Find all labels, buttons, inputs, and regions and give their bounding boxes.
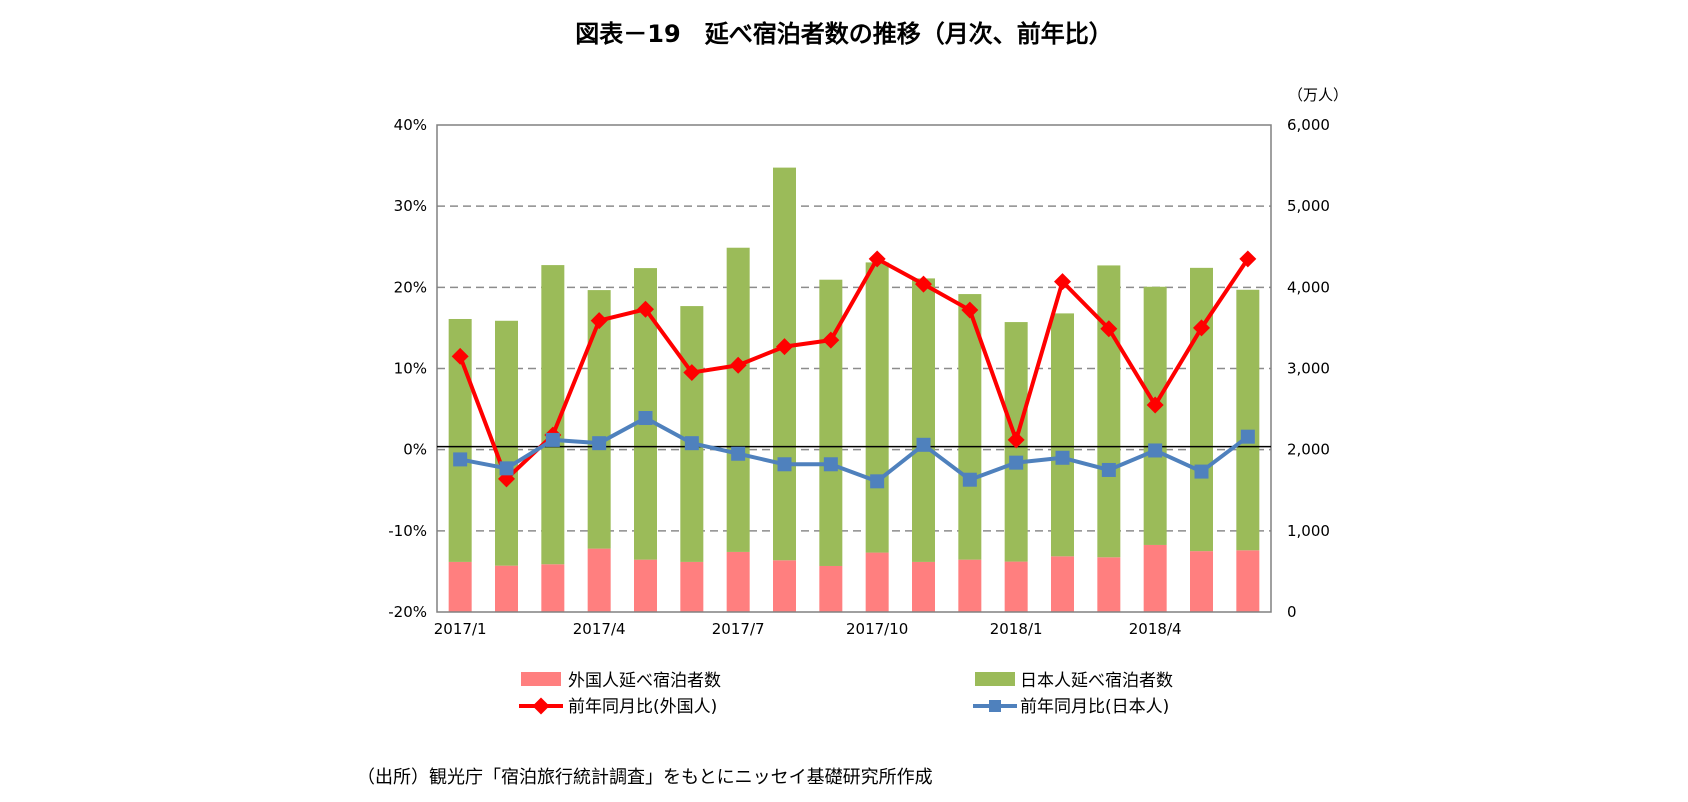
legend-square-marker	[989, 700, 1001, 712]
bar-foreign-guests	[1097, 557, 1121, 612]
marker-japanese-yoy	[731, 446, 746, 461]
right-axis-unit: （万人）	[1288, 86, 1348, 104]
bar-japanese-guests	[587, 290, 611, 549]
bar-foreign-guests	[448, 561, 472, 612]
bar-foreign-guests	[680, 561, 704, 612]
x-axis-tick-label: 2017/7	[712, 620, 765, 638]
marker-foreign-yoy	[915, 275, 932, 293]
left-axis-tick-label: 20%	[394, 278, 427, 296]
bar-foreign-guests	[1004, 561, 1028, 612]
marker-japanese-yoy	[499, 461, 514, 476]
marker-japanese-yoy	[638, 411, 653, 426]
x-axis-tick-label: 2017/10	[846, 620, 908, 638]
bar-japanese-guests	[1143, 286, 1167, 545]
bar-japanese-guests	[495, 320, 518, 566]
bar-foreign-guests	[587, 548, 611, 612]
legend-swatch-japanese-guests	[975, 672, 1015, 686]
marker-japanese-yoy	[592, 436, 607, 451]
bar-foreign-guests	[495, 565, 518, 612]
right-axis-tick-label: 6,000	[1287, 116, 1330, 134]
left-axis-tick-label: 0%	[403, 441, 427, 459]
marker-foreign-yoy	[683, 364, 701, 382]
bar-foreign-guests	[912, 561, 935, 612]
bar-foreign-guests	[1236, 550, 1260, 612]
right-axis-tick-label: 4,000	[1287, 278, 1330, 296]
x-axis-tick-label: 2017/1	[434, 620, 487, 638]
legend-swatch-foreign-guests	[521, 672, 561, 686]
plot-frame	[436, 124, 1272, 613]
marker-japanese-yoy	[1148, 443, 1163, 458]
marker-foreign-yoy	[637, 300, 654, 318]
bar-foreign-guests	[819, 565, 843, 612]
bar-japanese-guests	[1236, 289, 1260, 551]
bar-foreign-guests	[958, 559, 982, 612]
x-axis-tick-label: 2017/4	[573, 620, 626, 638]
marker-foreign-yoy	[961, 301, 979, 319]
bar-japanese-guests	[1051, 313, 1074, 557]
bar-japanese-guests	[541, 265, 565, 565]
marker-japanese-yoy	[870, 474, 885, 489]
marker-foreign-yoy	[451, 347, 469, 365]
marker-japanese-yoy	[823, 457, 838, 472]
marker-japanese-yoy	[1009, 455, 1024, 470]
right-axis-tick-label: 3,000	[1287, 360, 1330, 378]
marker-japanese-yoy	[962, 472, 977, 487]
bar-japanese-guests	[1190, 267, 1213, 552]
marker-japanese-yoy	[1055, 450, 1070, 465]
bar-japanese-guests	[726, 247, 750, 552]
bar-foreign-guests	[1143, 544, 1167, 612]
legend-label-foreign-guests: 外国人延べ宿泊者数	[568, 671, 721, 691]
right-axis-tick-label: 5,000	[1287, 197, 1330, 215]
left-axis-tick-label: 30%	[394, 197, 427, 215]
marker-japanese-yoy	[684, 436, 699, 451]
bar-foreign-guests	[1051, 556, 1074, 612]
marker-foreign-yoy	[590, 312, 608, 330]
line-japanese-yoy	[459, 416, 1250, 484]
line-foreign-yoy	[458, 256, 1250, 481]
left-axis-tick-label: -10%	[388, 522, 427, 540]
legend-label-japanese-guests: 日本人延べ宿泊者数	[1020, 671, 1173, 691]
marker-japanese-yoy	[453, 452, 468, 467]
marker-japanese-yoy	[777, 457, 792, 472]
bar-foreign-guests	[865, 552, 889, 612]
bar-japanese-guests	[448, 318, 472, 562]
marker-foreign-yoy	[868, 250, 886, 268]
bar-japanese-guests	[1097, 265, 1121, 558]
x-axis-tick-label: 2018/1	[990, 620, 1043, 638]
bar-japanese-guests	[958, 294, 982, 560]
right-axis-tick-label: 2,000	[1287, 441, 1330, 459]
legend-label-japanese-yoy: 前年同月比(日本人)	[1020, 697, 1169, 717]
bar-foreign-guests	[773, 560, 796, 612]
chart-title: 図表－19 延べ宿泊者数の推移（月次、前年比）	[575, 20, 1112, 48]
marker-foreign-yoy	[729, 356, 747, 374]
marker-foreign-yoy	[1007, 431, 1025, 449]
right-axis-tick-label: 0	[1287, 603, 1297, 621]
bar-japanese-guests	[680, 306, 704, 562]
marker-japanese-yoy	[1101, 462, 1116, 477]
left-axis-tick-label: -20%	[388, 603, 427, 621]
bar-foreign-guests	[541, 564, 565, 612]
x-axis-tick-label: 2018/4	[1129, 620, 1182, 638]
legend-label-foreign-yoy: 前年同月比(外国人)	[568, 697, 717, 717]
marker-japanese-yoy	[545, 432, 560, 447]
marker-japanese-yoy	[1194, 464, 1209, 479]
marker-japanese-yoy	[1240, 429, 1255, 444]
left-axis-tick-label: 10%	[394, 360, 427, 378]
marker-japanese-yoy	[916, 437, 931, 452]
marker-foreign-yoy	[776, 338, 793, 356]
bar-japanese-guests	[865, 262, 889, 553]
left-axis-tick-label: 40%	[394, 116, 427, 134]
right-axis-tick-label: 1,000	[1287, 522, 1330, 540]
bar-foreign-guests	[726, 551, 750, 612]
bar-foreign-guests	[634, 559, 657, 612]
bar-foreign-guests	[1190, 551, 1213, 612]
marker-foreign-yoy	[822, 331, 840, 349]
legend-diamond-marker	[532, 697, 550, 715]
bar-japanese-guests	[773, 167, 796, 561]
source-note: （出所）観光庁「宿泊旅行統計調査」をもとにニッセイ基礎研究所作成	[357, 767, 933, 788]
bar-japanese-guests	[819, 279, 843, 566]
bar-japanese-guests	[912, 278, 935, 562]
